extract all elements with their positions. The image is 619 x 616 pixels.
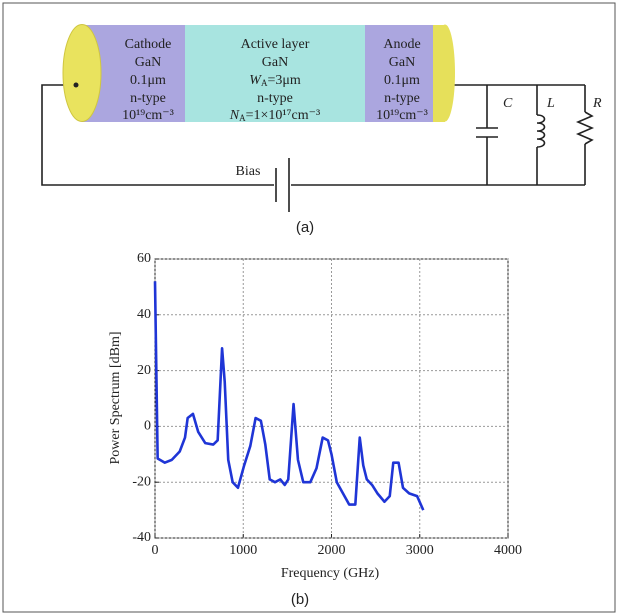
- device: [62, 24, 455, 122]
- y-tick-label: -20: [132, 474, 151, 489]
- caption: (a): [296, 219, 314, 236]
- label: n-type: [257, 91, 293, 106]
- caption: (b): [291, 591, 309, 608]
- label: 10¹⁹cm⁻³: [122, 108, 174, 123]
- label: 10¹⁹cm⁻³: [376, 108, 428, 123]
- label: n-type: [384, 91, 420, 106]
- bias-label: Bias: [236, 164, 261, 179]
- component-label: L: [546, 96, 555, 111]
- x-tick-label: 2000: [318, 543, 346, 558]
- y-tick-label: 20: [137, 363, 151, 378]
- data-line: [153, 281, 425, 511]
- x-tick-label: 3000: [406, 543, 434, 558]
- x-axis-label: Frequency (GHz): [281, 566, 380, 581]
- label: GaN: [262, 55, 288, 70]
- label: Cathode: [125, 37, 172, 52]
- component-label: R: [592, 96, 602, 111]
- y-tick-label: 0: [144, 419, 151, 434]
- y-tick-label: 60: [137, 251, 151, 266]
- label: GaN: [135, 55, 161, 70]
- y-tick-label: 40: [137, 307, 151, 322]
- circuit: [41, 84, 595, 212]
- label: 0.1μm: [130, 73, 166, 88]
- label: Anode: [383, 37, 420, 52]
- y-tick-label: -40: [132, 530, 151, 545]
- label: n-type: [130, 91, 166, 106]
- label: WA=3μm: [249, 73, 301, 88]
- x-tick-label: 4000: [494, 543, 522, 558]
- y-axis-label: Power Spectrum [dBm]: [108, 332, 123, 465]
- label: Active layer: [241, 37, 310, 52]
- label: 0.1μm: [384, 73, 420, 88]
- x-tick-label: 0: [152, 543, 159, 558]
- plot: 0 1000 2000 3000 4000 -40 -20 0 20 40 60: [132, 251, 522, 558]
- x-tick-label: 1000: [229, 543, 257, 558]
- component-label: C: [503, 96, 513, 111]
- label: NA=1×10¹⁷cm⁻³: [229, 108, 320, 123]
- label: GaN: [389, 55, 415, 70]
